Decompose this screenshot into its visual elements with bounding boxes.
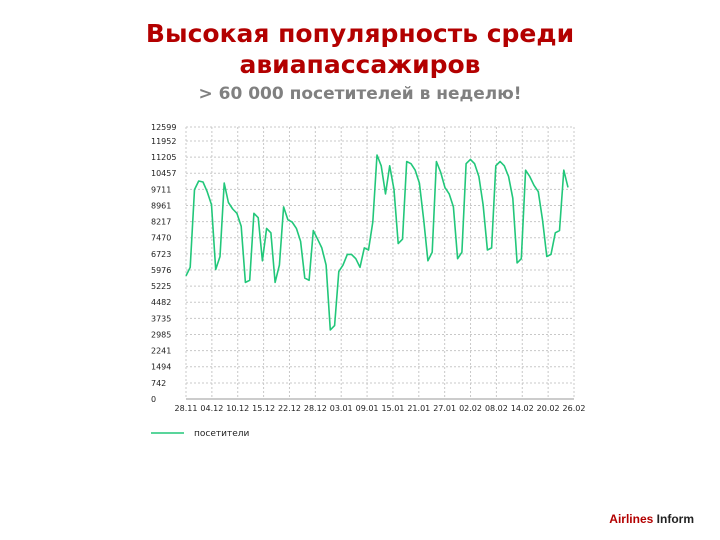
y-tick-label: 8961 [151,201,171,210]
y-tick-label: 3735 [151,314,171,323]
y-tick-label: 4482 [151,298,171,307]
y-tick-label: 5225 [151,282,171,291]
x-tick-label: 20.02 [537,404,560,413]
y-tick-label: 1494 [151,363,171,372]
chart-legend: посетители [151,429,250,439]
y-axis-ticks: 0 742 1494 2241 2985 3735 4482 5225 5976 6723 7470… [151,123,176,404]
x-tick-label: 28.12 [304,404,327,413]
series-layer [185,154,569,331]
y-tick-label: 2241 [151,347,171,356]
x-tick-label: 15.01 [381,404,404,413]
series-line-visitors [185,154,569,331]
x-axis-ticks: 28.11 04.12 10.12 15.12 22.12 28.12 03.01 09.01… [175,404,586,413]
y-tick-label: 12599 [151,123,176,132]
y-tick-label: 10457 [151,169,176,178]
y-tick-label: 2985 [151,330,171,339]
x-tick-label: 26.02 [563,404,586,413]
y-tick-label: 7470 [151,234,171,243]
x-tick-label: 08.02 [485,404,508,413]
brand-logo-part-1: Airlines [609,512,654,526]
x-tick-label: 10.12 [226,404,249,413]
slide-title-line-1: Высокая популярность среди [145,19,575,48]
y-tick-label: 8217 [151,218,171,227]
slide-title-line-2: авиапассажиров [239,50,481,79]
y-tick-label: 6723 [151,250,171,259]
x-tick-label: 14.02 [511,404,534,413]
slide-title: Высокая популярность среди авиапассажиро… [0,18,720,80]
y-tick-label: 11952 [151,137,176,146]
x-tick-label: 15.12 [252,404,275,413]
y-tick-label: 0 [151,395,156,404]
y-tick-label: 9711 [151,185,171,194]
y-tick-label: 5976 [151,266,171,275]
brand-logo: Airlines Inform [609,512,694,526]
y-tick-label: 11205 [151,153,176,162]
x-tick-label: 22.12 [278,404,301,413]
y-tick-label: 742 [151,379,166,388]
legend-label: посетители [194,429,250,439]
brand-logo-part-2: Inform [656,512,694,526]
x-tick-label: 04.12 [200,404,223,413]
x-tick-label: 27.01 [433,404,456,413]
x-tick-label: 09.01 [356,404,379,413]
x-tick-label: 02.02 [459,404,482,413]
slide-subtitle: > 60 000 посетителей в неделю! [198,84,522,104]
x-tick-label: 28.11 [175,404,198,413]
x-tick-label: 21.01 [407,404,430,413]
x-tick-label: 03.01 [330,404,353,413]
